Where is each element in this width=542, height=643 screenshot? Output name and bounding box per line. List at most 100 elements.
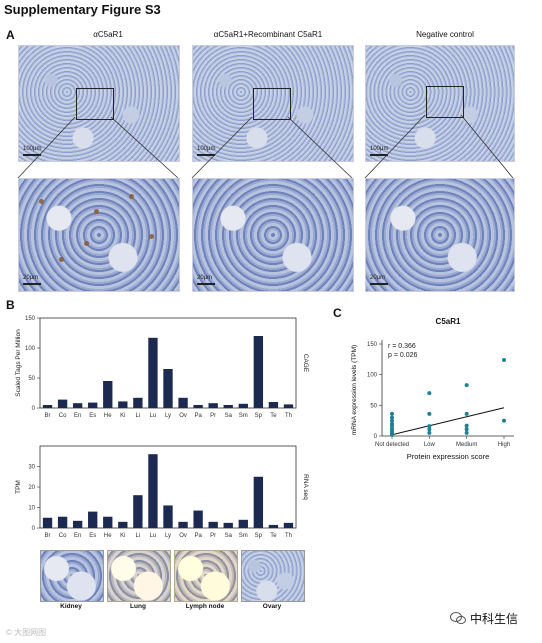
bar-sm <box>238 403 248 408</box>
stain-spot <box>129 194 134 199</box>
scale-label: 100μm <box>370 146 389 152</box>
x-tick-label: Ki <box>120 413 125 419</box>
stain-spot <box>94 209 99 214</box>
bar-sp <box>253 476 264 528</box>
x-tick-label: Not detected <box>375 442 409 448</box>
panel-c-letter: C <box>333 306 342 320</box>
ihc-image-low-mag-2: 100μm <box>192 45 354 162</box>
connector-line <box>110 116 179 179</box>
bar-br <box>42 517 53 528</box>
bar-pr <box>208 403 218 408</box>
stat-p: p = 0.026 <box>388 352 417 359</box>
scatter-point <box>390 426 394 431</box>
panel-b-letter: B <box>6 298 15 312</box>
column-label-3: Negative control <box>416 30 474 39</box>
scatter-point <box>464 423 469 428</box>
stain-spot <box>84 241 89 246</box>
y-tick-label: 0 <box>374 434 378 440</box>
thumbnail-lung <box>107 550 171 602</box>
x-tick-label: Low <box>424 442 436 448</box>
bar-sa <box>223 522 233 528</box>
y-axis-label: mRNA expression levels (TPM) <box>351 345 358 435</box>
scale-label: 20μm <box>23 275 39 281</box>
bar-pa <box>193 510 203 528</box>
scatter-point <box>427 391 432 396</box>
x-tick-label: Es <box>89 413 96 419</box>
x-tick-label: Te <box>270 533 277 539</box>
scatter-point <box>427 424 432 429</box>
scale-label: 100μm <box>23 146 42 152</box>
x-tick-label: Th <box>285 413 292 419</box>
scale-bar <box>370 283 388 285</box>
bar-pr <box>208 521 218 528</box>
scale-bar <box>23 154 41 156</box>
figure-title: Supplementary Figure S3 <box>4 2 161 17</box>
watermark: © 大图网图 <box>6 628 47 637</box>
y-tick-label: 150 <box>25 316 36 322</box>
bar-sp <box>253 336 264 408</box>
x-tick-label: Lu <box>150 413 157 419</box>
y-axis-label: Scaled Tags Per Million <box>15 329 22 397</box>
scale-label: 20μm <box>370 275 386 281</box>
y-tick-label: 0 <box>32 406 36 412</box>
y-tick-label: 10 <box>28 506 35 512</box>
x-tick-label: Ov <box>179 413 187 419</box>
bar-ki <box>118 521 128 528</box>
column-label-2: αC5aR1+Recombinant C5aR1 <box>213 30 323 39</box>
bar-li <box>133 495 143 528</box>
x-tick-label: Medium <box>456 442 477 448</box>
y-tick-label: 20 <box>28 485 35 491</box>
x-tick-label: High <box>498 442 510 448</box>
wechat-icon <box>450 611 466 625</box>
x-tick-label: Ov <box>179 533 187 539</box>
zoom-connector-lines <box>17 114 514 179</box>
y-tick-label: 100 <box>367 373 378 379</box>
scatter-point <box>502 418 506 423</box>
bar-ki <box>118 401 128 408</box>
scatter-point <box>427 427 432 432</box>
ihc-image-high-mag-1: 20μm <box>18 178 180 292</box>
y-axis-label: TPM <box>15 480 22 494</box>
scatter-point <box>390 418 394 423</box>
bar-chart-rnaseq: 0 10 20 30 Br Co En Es He Ki Li Lu Ly Ov Pa Pr Sa Sm Sp Te T… <box>15 445 309 539</box>
x-tick-label: Pr <box>210 413 216 419</box>
bar-ly <box>163 505 173 528</box>
scale-bar <box>197 154 215 156</box>
x-tick-label: Ki <box>120 533 125 539</box>
x-tick-label: He <box>104 533 112 539</box>
trend-line <box>391 407 505 436</box>
connector-line <box>460 114 514 179</box>
bar-ov <box>178 521 188 528</box>
bar-pa <box>193 405 203 408</box>
chart-title: C5aR1 <box>436 317 461 326</box>
panel-a-letter: A <box>6 28 15 42</box>
x-tick-label: Th <box>285 533 292 539</box>
bar-es <box>88 402 98 408</box>
thumbnail-label-ovary: Ovary <box>262 603 282 610</box>
bar-es <box>88 511 98 528</box>
thumbnail-ovary <box>241 550 305 602</box>
side-label: RNA seq <box>302 474 309 500</box>
bar-te <box>268 524 279 528</box>
scatter-chart: C5aR1 0 50 100 150 Not detected Low Medium High P… <box>351 317 514 461</box>
scale-bar <box>197 283 215 285</box>
scatter-point <box>390 415 394 420</box>
ihc-image-low-mag-3: 100μm <box>365 45 515 162</box>
scatter-point <box>464 430 469 435</box>
x-tick-label: Sp <box>255 533 263 539</box>
bar-lu <box>148 454 158 528</box>
x-axis-label: Protein expression score <box>407 452 490 461</box>
y-tick-label: 0 <box>32 526 36 532</box>
x-tick-label: Co <box>59 533 67 539</box>
y-tick-label: 50 <box>28 376 35 382</box>
scale-label: 20μm <box>197 275 213 281</box>
x-tick-label: Te <box>270 413 277 419</box>
bar-lu <box>148 337 158 408</box>
x-tick-label: En <box>74 533 81 539</box>
bar-co <box>57 516 68 528</box>
ihc-image-low-mag-1: 100μm <box>18 45 180 162</box>
scatter-point <box>390 421 394 426</box>
bar-he <box>103 516 113 528</box>
x-tick-label: Ly <box>165 413 171 419</box>
bar-th <box>283 522 294 528</box>
